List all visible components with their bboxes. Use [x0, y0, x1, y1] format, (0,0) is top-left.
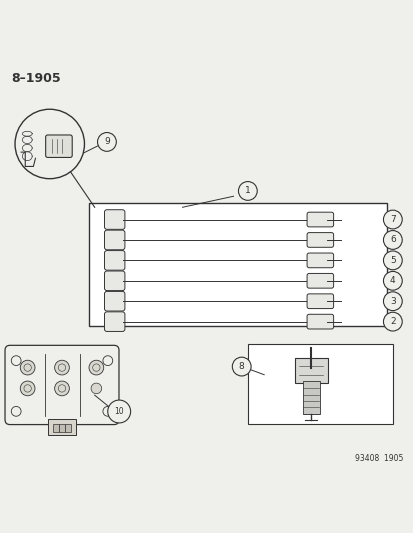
Text: 9: 9	[104, 138, 109, 147]
Circle shape	[11, 407, 21, 416]
Circle shape	[382, 251, 401, 270]
Text: 6: 6	[389, 236, 395, 245]
FancyBboxPatch shape	[306, 253, 333, 268]
Circle shape	[91, 383, 102, 394]
Text: 7: 7	[389, 215, 395, 224]
FancyBboxPatch shape	[306, 212, 333, 227]
FancyBboxPatch shape	[48, 419, 76, 435]
Circle shape	[107, 400, 131, 423]
FancyBboxPatch shape	[306, 294, 333, 309]
Circle shape	[103, 407, 112, 416]
Circle shape	[11, 356, 21, 366]
Circle shape	[20, 381, 35, 396]
Circle shape	[103, 356, 112, 366]
FancyBboxPatch shape	[53, 424, 59, 432]
Text: 1: 1	[244, 187, 250, 196]
Text: 8: 8	[238, 362, 244, 371]
Circle shape	[55, 360, 69, 375]
Circle shape	[15, 109, 84, 179]
FancyBboxPatch shape	[104, 271, 125, 290]
Circle shape	[232, 357, 251, 376]
FancyBboxPatch shape	[247, 344, 392, 424]
FancyBboxPatch shape	[88, 203, 386, 326]
Circle shape	[238, 182, 256, 200]
FancyBboxPatch shape	[306, 232, 333, 247]
Circle shape	[20, 360, 35, 375]
Text: 2: 2	[389, 317, 395, 326]
Circle shape	[89, 360, 104, 375]
Circle shape	[382, 292, 401, 311]
FancyBboxPatch shape	[306, 314, 333, 329]
Text: 8–1905: 8–1905	[11, 72, 60, 85]
FancyBboxPatch shape	[104, 209, 125, 229]
Text: 4: 4	[389, 276, 395, 285]
Circle shape	[382, 312, 401, 331]
Circle shape	[55, 381, 69, 396]
FancyBboxPatch shape	[306, 273, 333, 288]
FancyBboxPatch shape	[104, 251, 125, 270]
Circle shape	[382, 210, 401, 229]
Text: 3: 3	[389, 297, 395, 306]
FancyBboxPatch shape	[5, 345, 119, 425]
Text: 10: 10	[114, 407, 124, 416]
FancyBboxPatch shape	[59, 424, 65, 432]
FancyBboxPatch shape	[104, 312, 125, 332]
Text: 93408  1905: 93408 1905	[354, 454, 402, 463]
Circle shape	[97, 133, 116, 151]
Text: 5: 5	[389, 256, 395, 265]
FancyBboxPatch shape	[65, 424, 71, 432]
Circle shape	[382, 271, 401, 290]
FancyBboxPatch shape	[104, 292, 125, 311]
Circle shape	[382, 231, 401, 249]
FancyBboxPatch shape	[45, 135, 72, 157]
FancyBboxPatch shape	[294, 358, 327, 383]
FancyBboxPatch shape	[104, 230, 125, 250]
FancyBboxPatch shape	[302, 382, 319, 414]
